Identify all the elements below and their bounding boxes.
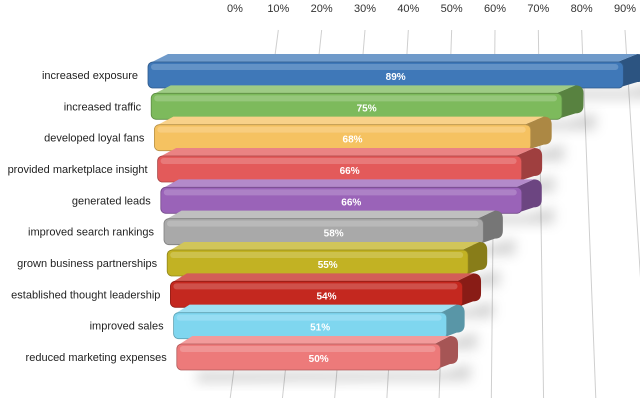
- gridline: [624, 29, 640, 279]
- bar-top-face: [151, 85, 576, 96]
- category-label: developed loyal fans: [44, 133, 145, 145]
- x-axis-ticks: 0% 10% 20% 30% 40% 50% 60% 70% 80% 90%: [227, 3, 636, 15]
- data-label: 51%: [310, 323, 330, 334]
- bar-top-face: [160, 179, 534, 190]
- x-tick-label: 70%: [527, 3, 549, 15]
- data-label: 50%: [309, 354, 329, 365]
- bar: 66%: [157, 148, 543, 183]
- bar-highlight: [173, 283, 458, 290]
- category-label: increased traffic: [64, 101, 142, 113]
- bar-top-face: [148, 54, 638, 64]
- data-label: 58%: [324, 229, 344, 240]
- bar: 51%: [173, 304, 465, 340]
- x-tick-label: 60%: [484, 3, 506, 15]
- bar-top-face: [167, 242, 480, 252]
- bar-highlight: [179, 346, 436, 352]
- data-label: 89%: [386, 72, 406, 83]
- data-label: 55%: [318, 260, 338, 271]
- x-tick-label: 80%: [571, 3, 593, 15]
- bar-highlight: [154, 95, 558, 102]
- category-label: established thought leadership: [11, 289, 160, 301]
- bar: 55%: [166, 242, 488, 277]
- bar-highlight: [170, 252, 464, 258]
- category-label: generated leads: [72, 195, 151, 207]
- x-tick-label: 20%: [311, 3, 333, 15]
- bar-highlight: [160, 158, 517, 164]
- bar-highlight: [163, 189, 517, 196]
- bar-highlight: [151, 64, 619, 70]
- x-tick-label: 50%: [441, 3, 463, 15]
- bar-top-face: [164, 210, 495, 221]
- bar-end-face: [515, 148, 543, 182]
- data-label: 66%: [340, 166, 360, 177]
- category-label: improved sales: [90, 321, 164, 333]
- bar-shadow: [196, 364, 471, 382]
- bar-end-face: [556, 85, 584, 120]
- data-label: 66%: [341, 197, 361, 208]
- x-tick-label: 40%: [397, 3, 419, 15]
- bar-highlight: [176, 314, 442, 321]
- bar-top-face: [157, 148, 535, 158]
- category-label: increased exposure: [42, 70, 138, 82]
- x-tick-label: 90%: [614, 3, 636, 15]
- data-label: 54%: [316, 291, 336, 302]
- bar: 89%: [147, 54, 640, 89]
- bar: 75%: [150, 85, 584, 120]
- bar: 50%: [176, 336, 459, 371]
- bar: 66%: [160, 179, 542, 214]
- category-label: grown business partnerships: [17, 258, 158, 270]
- bar-top-face: [173, 304, 457, 315]
- bar-top-face: [154, 116, 544, 127]
- bar-highlight: [157, 126, 526, 133]
- data-label: 68%: [343, 135, 363, 146]
- bar-top-face: [176, 336, 451, 346]
- x-tick-label: 10%: [267, 3, 289, 15]
- bars: 89% 75% 68% 66% 66% 58% 55% 54% 51% 50%: [147, 54, 640, 371]
- category-label: reduced marketing expenses: [26, 352, 168, 364]
- x-tick-label: 0%: [227, 3, 243, 15]
- category-labels: increased exposure increased traffic devel…: [8, 70, 168, 364]
- x-tick-label: 30%: [354, 3, 376, 15]
- bar: 68%: [153, 116, 552, 152]
- bar: 54%: [169, 273, 482, 308]
- bar-end-face: [515, 179, 542, 214]
- bar-top-face: [170, 273, 474, 284]
- bar-highlight: [167, 220, 479, 227]
- category-label: provided marketplace insight: [8, 164, 148, 176]
- bar-end-face: [524, 116, 552, 151]
- data-label: 75%: [357, 103, 377, 114]
- bar: 58%: [163, 210, 503, 246]
- category-label: improved search rankings: [28, 227, 154, 239]
